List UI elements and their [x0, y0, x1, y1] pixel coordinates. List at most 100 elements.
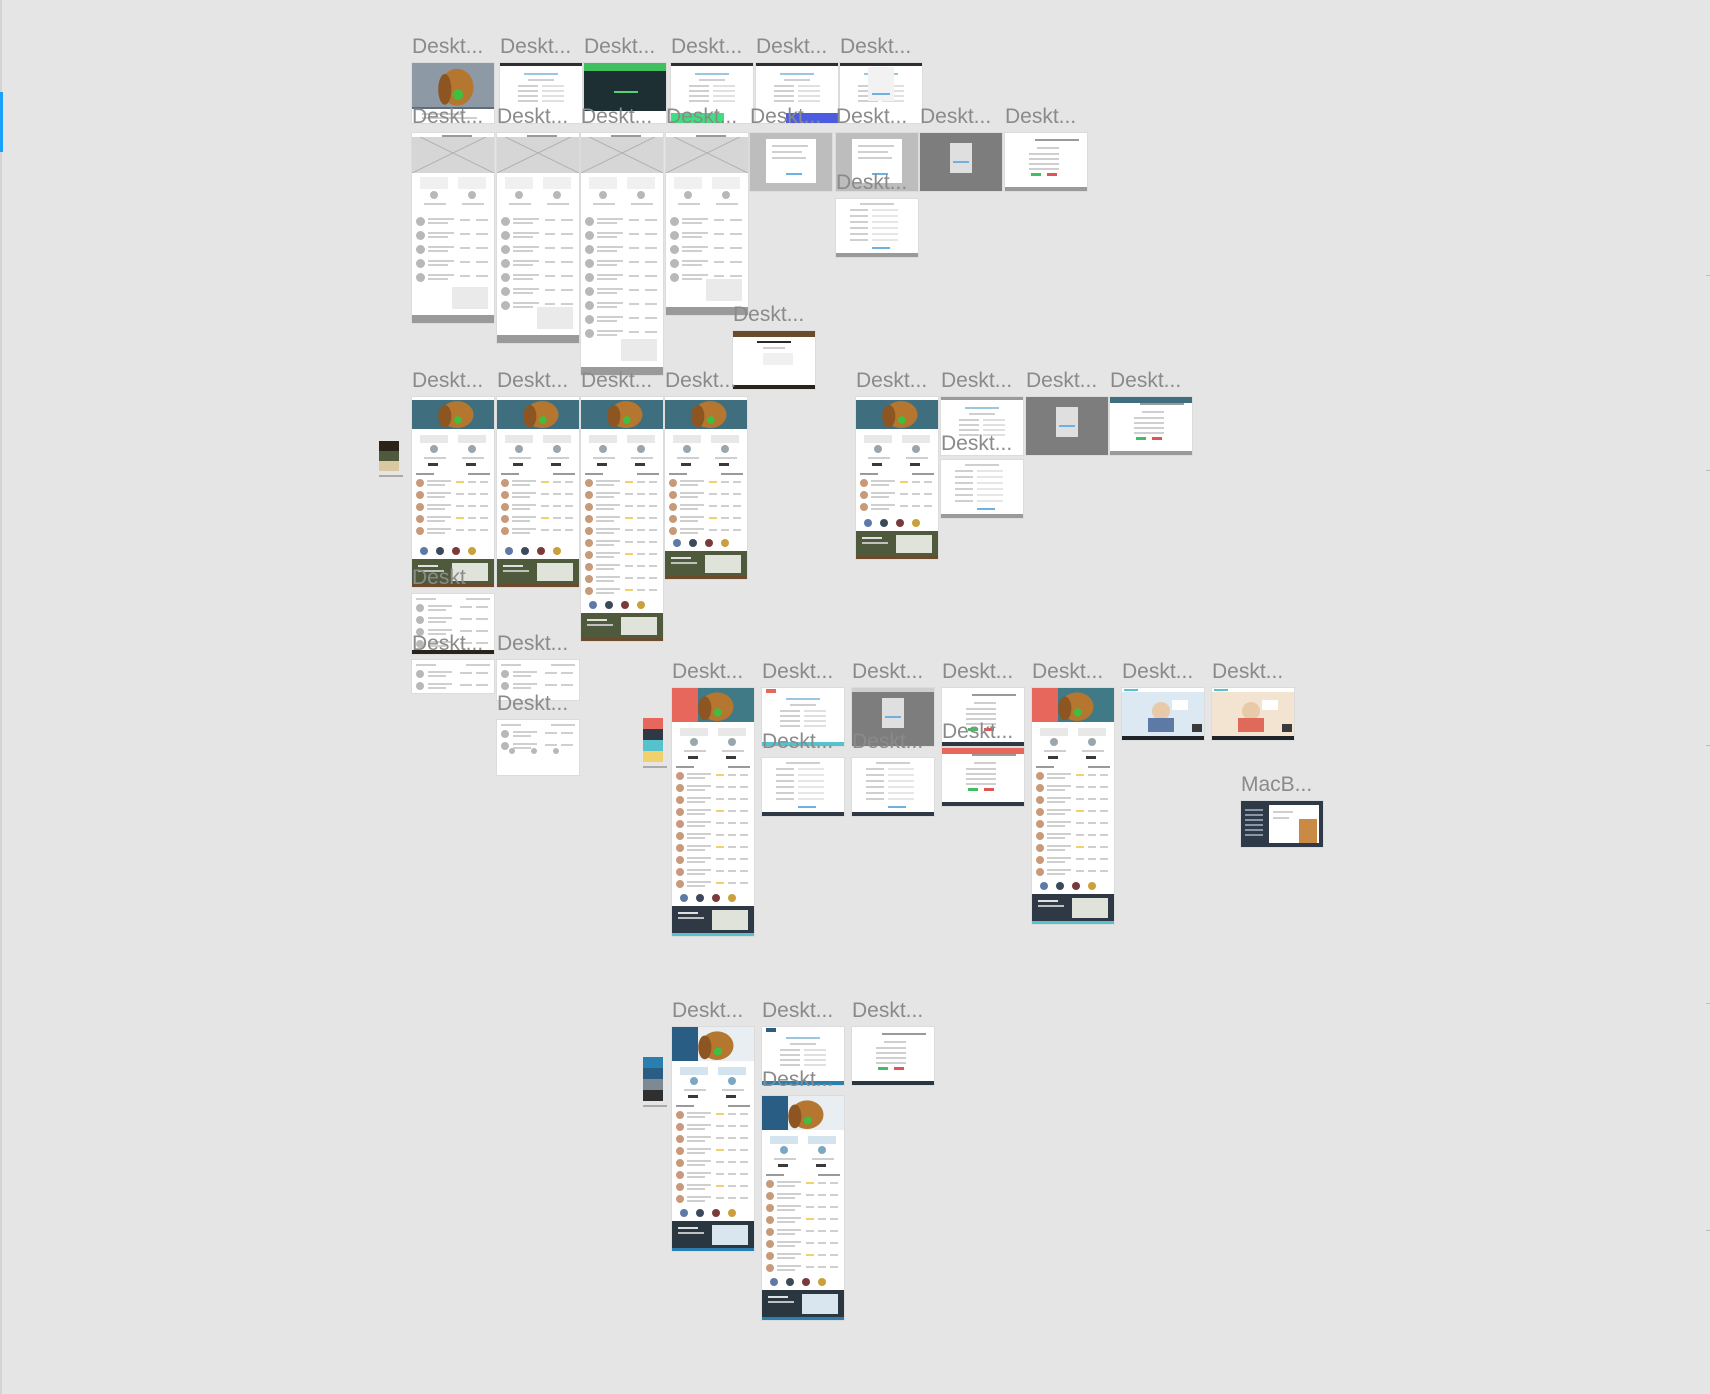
- artboard-title[interactable]: Deskt...: [920, 105, 992, 128]
- artboard-frame[interactable]: [1005, 133, 1087, 191]
- artboard-frame[interactable]: [1241, 801, 1323, 847]
- artboard-title[interactable]: Deskt...: [497, 692, 569, 715]
- artboard[interactable]: Deskt...: [762, 660, 844, 746]
- artboard-frame[interactable]: [666, 133, 748, 315]
- artboard[interactable]: Deskt...: [1110, 369, 1192, 455]
- color-swatch[interactable]: [643, 740, 663, 751]
- artboard-frame[interactable]: [852, 758, 934, 816]
- artboard-frame[interactable]: [1212, 688, 1294, 740]
- artboard[interactable]: MacB...: [1241, 773, 1323, 847]
- artboard[interactable]: Deskt...: [412, 35, 494, 123]
- artboard[interactable]: Deskt...: [856, 369, 938, 559]
- artboard-title[interactable]: Deskt...: [762, 1068, 834, 1091]
- artboard-frame[interactable]: [665, 397, 747, 579]
- artboard-frame[interactable]: [941, 397, 1023, 455]
- artboard[interactable]: Deskt...: [412, 632, 494, 693]
- artboard-frame[interactable]: [672, 1027, 754, 1251]
- artboard-title[interactable]: Deskt...: [836, 171, 908, 194]
- color-swatch[interactable]: [379, 461, 399, 471]
- artboard[interactable]: Deskt...: [762, 999, 844, 1085]
- artboard-title[interactable]: Deskt...: [584, 35, 656, 58]
- artboard-frame[interactable]: [500, 63, 582, 123]
- color-swatch[interactable]: [643, 1068, 663, 1079]
- artboard-frame[interactable]: [1122, 688, 1204, 740]
- artboard-frame[interactable]: [750, 133, 832, 191]
- artboard[interactable]: Deskt...: [497, 105, 579, 343]
- artboard[interactable]: Deskt...: [733, 303, 815, 389]
- artboard-title[interactable]: Deskt: [412, 566, 466, 589]
- artboard-title[interactable]: MacB...: [1241, 773, 1313, 796]
- artboard-title[interactable]: Deskt...: [412, 369, 484, 392]
- artboard-title[interactable]: Deskt...: [671, 35, 743, 58]
- artboard[interactable]: Deskt...: [762, 730, 844, 816]
- artboard-title[interactable]: Deskt...: [412, 105, 484, 128]
- color-swatch[interactable]: [643, 1057, 663, 1068]
- artboard-title[interactable]: Deskt...: [1026, 369, 1098, 392]
- artboard-title[interactable]: Deskt...: [941, 432, 1013, 455]
- artboard[interactable]: Deskt...: [836, 105, 918, 191]
- artboard-title[interactable]: Deskt...: [672, 999, 744, 1022]
- artboard-title[interactable]: Deskt...: [762, 999, 834, 1022]
- color-swatch[interactable]: [643, 1079, 663, 1090]
- artboard[interactable]: Deskt: [412, 566, 494, 654]
- artboard-title[interactable]: Deskt...: [1032, 660, 1104, 683]
- artboard[interactable]: Deskt...: [942, 660, 1024, 746]
- color-swatch-group[interactable]: [643, 718, 663, 762]
- artboard[interactable]: Deskt...: [497, 369, 579, 587]
- artboard-title[interactable]: Deskt...: [500, 35, 572, 58]
- artboard-frame[interactable]: [920, 133, 1002, 191]
- artboard-frame[interactable]: [497, 660, 579, 700]
- color-swatch[interactable]: [643, 718, 663, 729]
- artboard-title[interactable]: Deskt...: [733, 303, 805, 326]
- artboard-title[interactable]: Deskt...: [1212, 660, 1284, 683]
- artboard-title[interactable]: Deskt...: [672, 660, 744, 683]
- artboard-frame[interactable]: [856, 397, 938, 559]
- artboard[interactable]: Deskt...: [672, 660, 754, 936]
- artboard-frame[interactable]: [581, 133, 663, 375]
- artboard-frame[interactable]: [762, 1027, 844, 1085]
- artboard-title[interactable]: Deskt...: [497, 369, 569, 392]
- artboard[interactable]: Deskt...: [756, 35, 838, 123]
- artboard[interactable]: Deskt...: [852, 999, 934, 1085]
- artboard-frame[interactable]: [840, 63, 922, 123]
- artboard[interactable]: Deskt...: [762, 1068, 844, 1320]
- artboard[interactable]: Deskt...: [412, 105, 494, 323]
- artboard-frame[interactable]: [733, 331, 815, 389]
- artboard-frame[interactable]: [412, 660, 494, 693]
- artboard[interactable]: Deskt...: [581, 369, 663, 641]
- artboard-frame[interactable]: [497, 397, 579, 587]
- color-swatch-group[interactable]: [643, 1057, 663, 1101]
- artboard[interactable]: Deskt...: [584, 35, 666, 123]
- artboard-frame[interactable]: [1026, 397, 1108, 455]
- artboard[interactable]: Deskt...: [497, 692, 579, 775]
- artboard-title[interactable]: Deskt...: [666, 105, 738, 128]
- color-swatch[interactable]: [379, 441, 399, 451]
- artboard-frame[interactable]: [852, 1027, 934, 1085]
- artboard-title[interactable]: Deskt...: [750, 105, 822, 128]
- artboard-title[interactable]: Deskt...: [581, 105, 653, 128]
- artboard[interactable]: Deskt...: [1122, 660, 1204, 740]
- artboard-title[interactable]: Deskt...: [497, 632, 569, 655]
- artboard-title[interactable]: Deskt...: [942, 720, 1014, 743]
- artboard[interactable]: Deskt...: [840, 35, 922, 123]
- artboard-frame[interactable]: [852, 688, 934, 746]
- artboard-frame[interactable]: [412, 63, 494, 123]
- color-swatch[interactable]: [643, 751, 663, 762]
- artboard-frame[interactable]: [412, 594, 494, 654]
- artboard-frame[interactable]: [412, 133, 494, 323]
- artboard[interactable]: Deskt...: [852, 730, 934, 816]
- artboard-frame[interactable]: [497, 133, 579, 343]
- artboard-title[interactable]: Deskt...: [856, 369, 928, 392]
- artboard[interactable]: Deskt...: [1026, 369, 1108, 455]
- artboard[interactable]: Deskt...: [942, 720, 1024, 806]
- artboard-frame[interactable]: [762, 688, 844, 746]
- artboard-title[interactable]: Deskt...: [762, 730, 834, 753]
- artboard-title[interactable]: Deskt...: [941, 369, 1013, 392]
- artboard[interactable]: Deskt...: [665, 369, 747, 579]
- artboard-title[interactable]: Deskt...: [836, 105, 908, 128]
- artboard-frame[interactable]: [412, 397, 494, 587]
- artboard[interactable]: Deskt...: [1005, 105, 1087, 191]
- artboard-title[interactable]: Deskt...: [942, 660, 1014, 683]
- artboard-frame[interactable]: [497, 720, 579, 775]
